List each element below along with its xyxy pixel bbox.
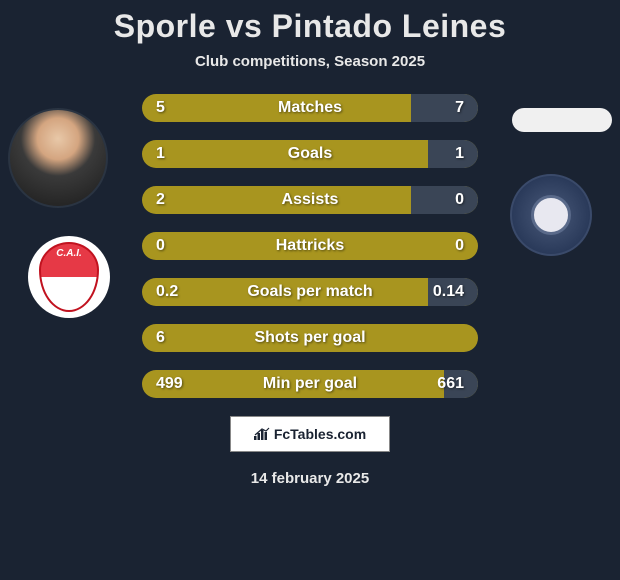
- subtitle: Club competitions, Season 2025: [0, 53, 620, 70]
- player-right-avatar: [512, 108, 612, 132]
- club-right-badge: [510, 174, 592, 256]
- club-left-badge: C.A.I.: [28, 236, 110, 318]
- brand-logo[interactable]: FcTables.com: [230, 416, 390, 452]
- player-left-avatar: [8, 108, 108, 208]
- stat-row: 0Hattricks0: [142, 232, 478, 260]
- comparison-card: Sporle vs Pintado Leines Club competitio…: [0, 0, 620, 580]
- stats-list: 5Matches71Goals12Assists00Hattricks00.2G…: [142, 94, 478, 398]
- page-title: Sporle vs Pintado Leines: [0, 8, 620, 45]
- stat-label: Min per goal: [142, 375, 478, 393]
- stat-right-value: 0: [455, 237, 464, 255]
- footer-date: 14 february 2025: [0, 470, 620, 487]
- club-left-shield-icon: C.A.I.: [39, 242, 99, 312]
- club-right-emblem-icon: [531, 195, 571, 235]
- stat-label: Hattricks: [142, 237, 478, 255]
- stat-right-value: 1: [455, 145, 464, 163]
- main-area: C.A.I. 5Matches71Goals12Assists00Hattric…: [0, 94, 620, 398]
- stat-row: 0.2Goals per match0.14: [142, 278, 478, 306]
- stat-row: 1Goals1: [142, 140, 478, 168]
- stat-right-value: 0.14: [433, 283, 464, 301]
- stat-row: 499Min per goal661: [142, 370, 478, 398]
- stat-row: 5Matches7: [142, 94, 478, 122]
- brand-text: FcTables.com: [274, 426, 366, 442]
- stat-label: Assists: [142, 191, 478, 209]
- stat-right-value: 7: [455, 99, 464, 117]
- stat-right-value: 0: [455, 191, 464, 209]
- chart-icon: [254, 426, 270, 443]
- stat-right-value: 661: [437, 375, 464, 393]
- stat-row: 6Shots per goal: [142, 324, 478, 352]
- stat-label: Goals per match: [142, 283, 478, 301]
- stat-label: Shots per goal: [142, 329, 478, 347]
- stat-label: Matches: [142, 99, 478, 117]
- stat-label: Goals: [142, 145, 478, 163]
- stat-row: 2Assists0: [142, 186, 478, 214]
- club-left-text: C.A.I.: [41, 248, 97, 259]
